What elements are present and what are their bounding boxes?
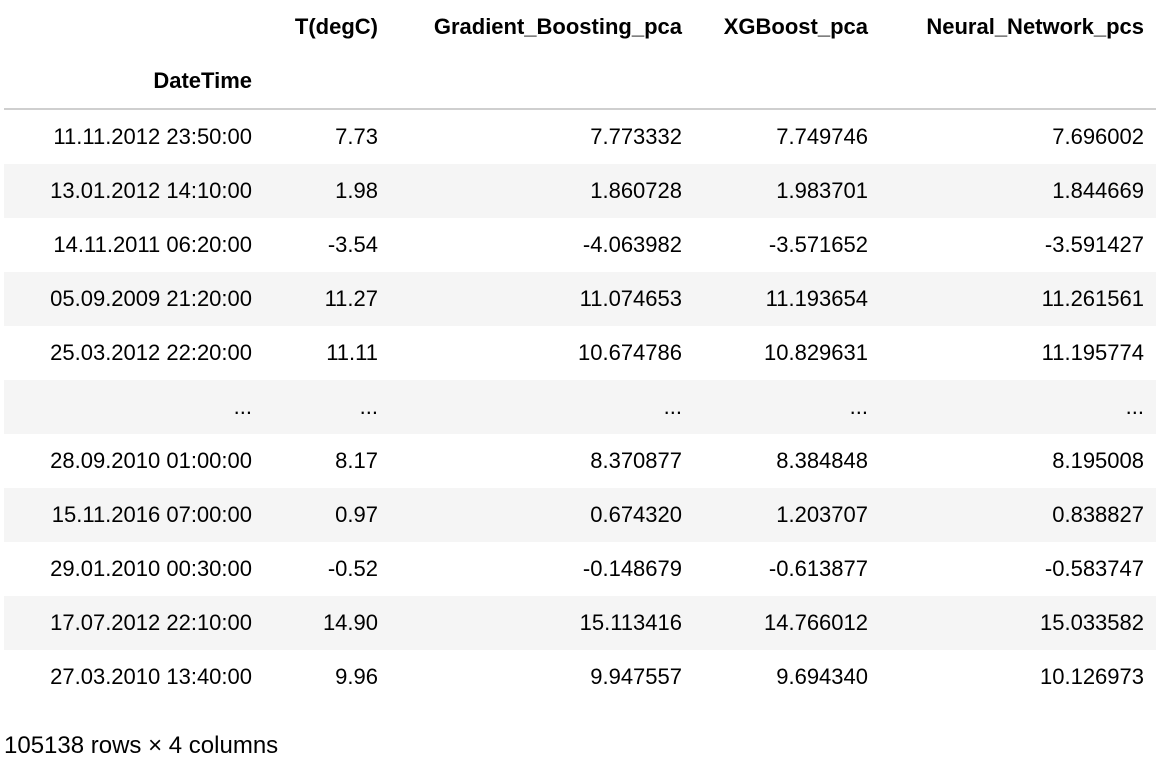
table-cell: 1.983701 <box>694 164 880 218</box>
index-name-header: DateTime <box>4 54 264 110</box>
table-row: 13.01.2012 14:10:00 1.98 1.860728 1.983701 1… <box>4 164 1156 218</box>
row-index-cell: 29.01.2010 00:30:00 <box>4 542 264 596</box>
row-index-cell: 28.09.2010 01:00:00 <box>4 434 264 488</box>
table-cell: ... <box>694 380 880 434</box>
table-cell: 7.749746 <box>694 109 880 164</box>
column-header: Neural_Network_pcs <box>926 14 1144 39</box>
table-cell: -0.613877 <box>694 542 880 596</box>
table-row: 11.11.2012 23:50:00 7.73 7.773332 7.749746 7… <box>4 109 1156 164</box>
table-cell: 7.696002 <box>880 109 1156 164</box>
table-row: 29.01.2010 00:30:00 -0.52 -0.148679 -0.6138… <box>4 542 1156 596</box>
table-cell: 10.829631 <box>694 326 880 380</box>
table-cell: 1.844669 <box>880 164 1156 218</box>
table-cell: 14.90 <box>264 596 390 650</box>
column-header: T(degC) <box>294 14 378 39</box>
table-row: 05.09.2009 21:20:00 11.27 11.074653 11.1936… <box>4 272 1156 326</box>
table-cell: -0.148679 <box>390 542 694 596</box>
table-cell: 11.193654 <box>694 272 880 326</box>
table-cell: ... <box>390 380 694 434</box>
table-cell: ... <box>880 380 1156 434</box>
table-row: ............... <box>4 380 1156 434</box>
table-row: 27.03.2010 13:40:00 9.96 9.947557 9.694340 1… <box>4 650 1156 704</box>
table-cell: 11.261561 <box>880 272 1156 326</box>
table-cell: 7.73 <box>264 109 390 164</box>
table-cell: 1.860728 <box>390 164 694 218</box>
table-cell: 8.370877 <box>390 434 694 488</box>
table-row: 14.11.2011 06:20:00 -3.54 -4.063982 -3.5716… <box>4 218 1156 272</box>
table-cell: 8.17 <box>264 434 390 488</box>
table-cell: -3.54 <box>264 218 390 272</box>
column-header-row: T(degC) Gradient_Boosting_pca XGBoost_pc… <box>4 0 1156 54</box>
table-cell: -0.52 <box>264 542 390 596</box>
table-cell: -3.591427 <box>880 218 1156 272</box>
dataframe-table: T(degC) Gradient_Boosting_pca XGBoost_pc… <box>4 0 1156 704</box>
table-row: 28.09.2010 01:00:00 8.17 8.370877 8.384848 8… <box>4 434 1156 488</box>
column-header: XGBoost_pca <box>723 14 868 39</box>
table-cell: 15.113416 <box>390 596 694 650</box>
index-header-blank <box>4 0 264 54</box>
table-cell: 9.96 <box>264 650 390 704</box>
table-cell: 14.766012 <box>694 596 880 650</box>
table-cell: 9.947557 <box>390 650 694 704</box>
row-index-cell: 17.07.2012 22:10:00 <box>4 596 264 650</box>
table-cell: 7.773332 <box>390 109 694 164</box>
table-cell: 11.27 <box>264 272 390 326</box>
table-cell: 11.11 <box>264 326 390 380</box>
table-row: 25.03.2012 22:20:00 11.11 10.674786 10.8296… <box>4 326 1156 380</box>
table-cell: 11.195774 <box>880 326 1156 380</box>
table-row: 15.11.2016 07:00:00 0.97 0.674320 1.203707 0… <box>4 488 1156 542</box>
table-cell: 8.384848 <box>694 434 880 488</box>
table-cell: -4.063982 <box>390 218 694 272</box>
row-index-cell: 25.03.2012 22:20:00 <box>4 326 264 380</box>
table-cell: 0.97 <box>264 488 390 542</box>
row-index-cell: 13.01.2012 14:10:00 <box>4 164 264 218</box>
table-cell: 11.074653 <box>390 272 694 326</box>
table-cell: 0.674320 <box>390 488 694 542</box>
table-row: 17.07.2012 22:10:00 14.90 15.113416 14.7660… <box>4 596 1156 650</box>
row-count-summary: 105138 rows × 4 columns <box>4 732 279 759</box>
table-cell: 15.033582 <box>880 596 1156 650</box>
table-cell: 10.126973 <box>880 650 1156 704</box>
table-cell: 1.98 <box>264 164 390 218</box>
row-index-cell: ... <box>4 380 264 434</box>
row-index-cell: 05.09.2009 21:20:00 <box>4 272 264 326</box>
table-cell: 10.674786 <box>390 326 694 380</box>
table-cell: 9.694340 <box>694 650 880 704</box>
table-cell: 0.838827 <box>880 488 1156 542</box>
table-cell: -0.583747 <box>880 542 1156 596</box>
row-index-cell: 11.11.2012 23:50:00 <box>4 109 264 164</box>
table-cell: 8.195008 <box>880 434 1156 488</box>
table-cell: -3.571652 <box>694 218 880 272</box>
row-index-cell: 27.03.2010 13:40:00 <box>4 650 264 704</box>
table-cell: 1.203707 <box>694 488 880 542</box>
column-header: Gradient_Boosting_pca <box>433 14 682 39</box>
index-name-row: DateTime <box>4 54 1156 110</box>
row-index-cell: 15.11.2016 07:00:00 <box>4 488 264 542</box>
table-cell: ... <box>264 380 390 434</box>
row-index-cell: 14.11.2011 06:20:00 <box>4 218 264 272</box>
